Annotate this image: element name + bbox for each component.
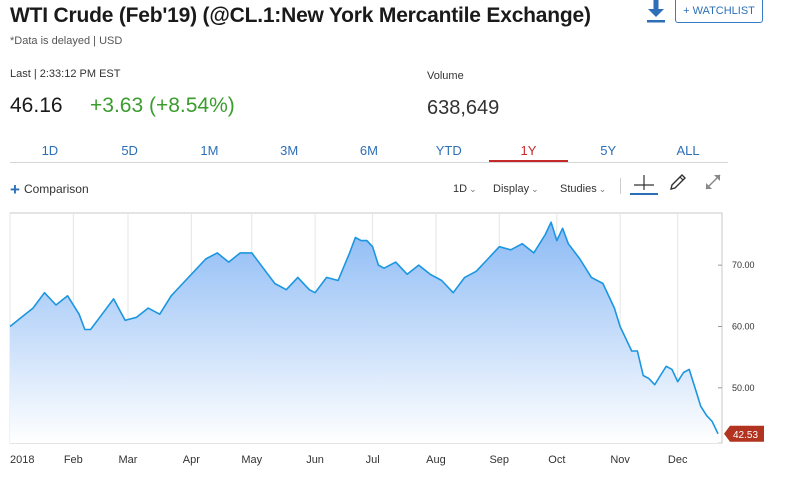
x-tick-label: Oct <box>548 454 565 466</box>
x-tick-label: Dec <box>668 454 688 466</box>
tab-all[interactable]: ALL <box>676 143 700 158</box>
page-title: WTI Crude (Feb'19) (@CL.1:New York Merca… <box>10 4 591 27</box>
x-tick-label: Feb <box>64 454 83 466</box>
x-tick-label: Jun <box>306 454 324 466</box>
display-dropdown[interactable]: Display ⌄ <box>493 183 539 195</box>
tab-6m[interactable]: 6M <box>359 143 378 158</box>
tab-5y[interactable]: 5Y <box>600 143 617 158</box>
tab-1y[interactable]: 1Y <box>488 142 569 162</box>
tab-5d[interactable]: 5D <box>121 143 138 158</box>
x-tick-label: Jul <box>366 454 380 466</box>
last-trade-time: Last | 2:33:12 PM EST <box>10 68 121 80</box>
y-tick-label: 70.00 <box>732 260 755 270</box>
x-tick-label: Nov <box>610 454 630 466</box>
studies-dropdown[interactable]: Studies ⌄ <box>560 183 606 195</box>
price-area <box>10 222 718 443</box>
toolbar-divider <box>620 178 621 194</box>
chevron-down-icon: ⌄ <box>598 184 607 194</box>
last-price-tag: 42.53 <box>724 425 764 442</box>
x-axis-ticks: 2018 Feb Mar Apr May Jun Jul Aug Sep Oct Nov Dec <box>10 454 688 466</box>
last-price: 46.16 <box>10 94 63 117</box>
price-line <box>9 221 719 435</box>
tab-1m[interactable]: 1M <box>200 143 219 158</box>
time-range-tabs: 1D 5D 1M 3M 6M YTD 1Y 5Y ALL <box>10 142 728 163</box>
x-tick-label: Sep <box>489 454 509 466</box>
x-tick-label: May <box>241 454 262 466</box>
y-tick-label: 50.00 <box>732 383 755 393</box>
price-change: +3.63 (+8.54%) <box>90 94 235 117</box>
price-tag-shape <box>724 425 764 442</box>
y-tick-label: 60.00 <box>732 321 755 331</box>
volume-value: 638,649 <box>427 97 500 119</box>
crosshair-icon[interactable] <box>630 173 658 195</box>
interval-dropdown[interactable]: 1D ⌄ <box>453 183 477 195</box>
add-to-watchlist-button[interactable]: + WATCHLIST <box>675 0 763 23</box>
data-delayed-note: *Data is delayed | USD <box>10 35 123 47</box>
display-label: Display <box>493 183 530 195</box>
chevron-down-icon: ⌄ <box>531 184 539 194</box>
price-tag-value: 42.53 <box>733 430 758 441</box>
tab-3m[interactable]: 3M <box>280 143 299 158</box>
interval-label: 1D <box>453 183 468 195</box>
studies-label: Studies <box>560 183 597 195</box>
pencil-icon[interactable] <box>668 172 688 192</box>
x-tick-label: Apr <box>183 454 200 466</box>
expand-icon[interactable] <box>703 172 723 192</box>
x-tick-label: Aug <box>426 454 446 466</box>
y-axis-ticks: 70.00 60.00 50.00 <box>718 260 755 393</box>
plus-icon: + <box>10 180 20 199</box>
x-tick-label: Mar <box>119 454 138 466</box>
chevron-down-icon: ⌄ <box>469 184 477 194</box>
tab-ytd[interactable]: YTD <box>435 143 462 158</box>
price-chart[interactable]: 70.00 60.00 50.00 2018 Feb Mar Apr May Jun Jul Au… <box>0 205 787 480</box>
tab-1d[interactable]: 1D <box>41 143 59 158</box>
x-tick-label: 2018 <box>10 454 34 466</box>
volume-label: Volume <box>427 70 464 82</box>
download-icon[interactable] <box>646 0 666 24</box>
comparison-label: Comparison <box>23 182 89 196</box>
add-comparison-button[interactable]: + Comparison <box>10 180 89 200</box>
